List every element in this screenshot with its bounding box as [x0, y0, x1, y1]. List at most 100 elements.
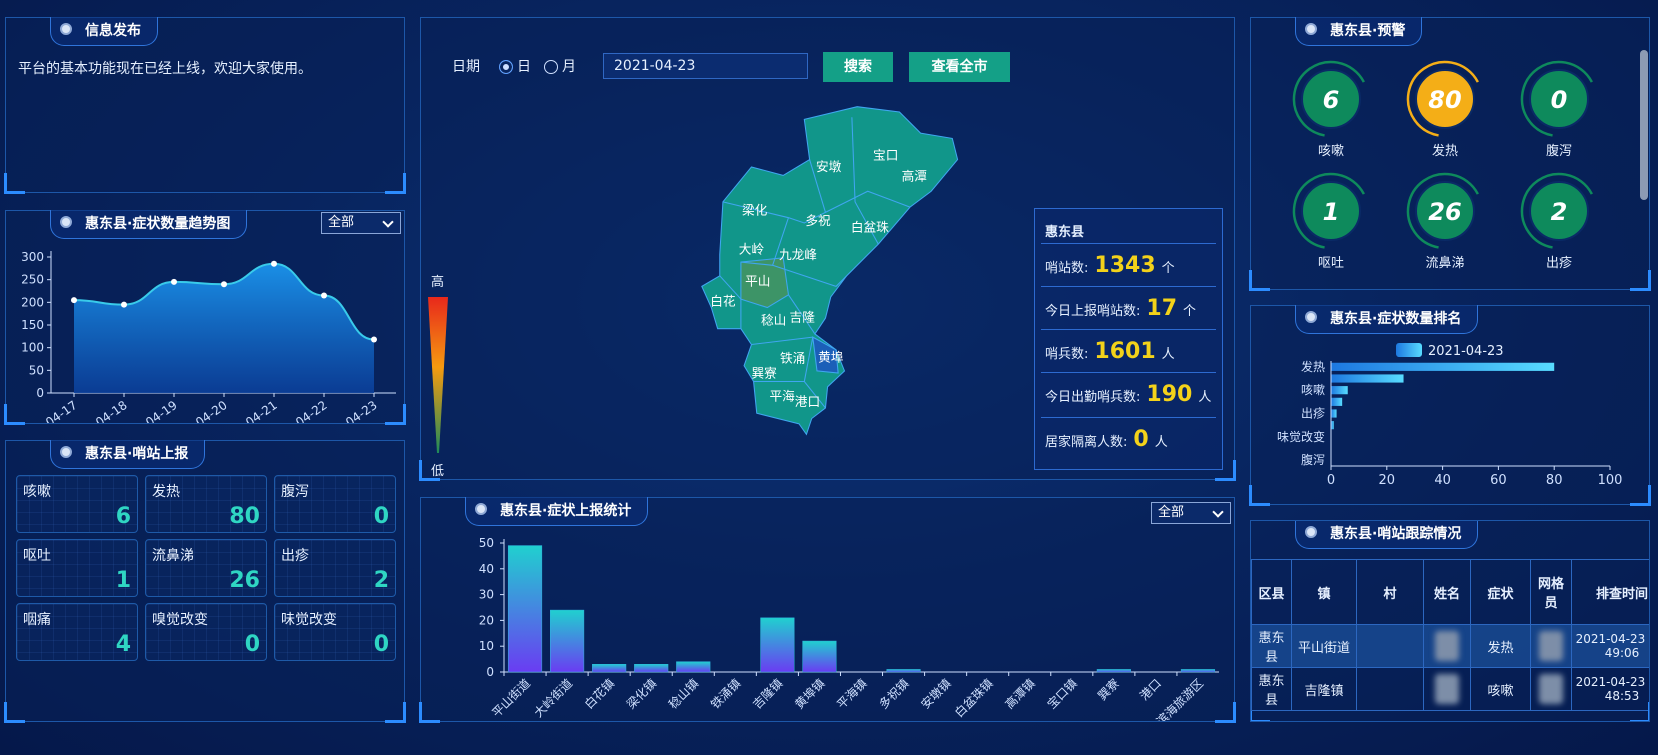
radio[interactable] [499, 60, 513, 74]
x-tick-label: 白花镇 [581, 676, 617, 712]
radio[interactable] [544, 60, 558, 74]
region-label: 大岭 [739, 242, 765, 257]
radio-label[interactable]: 月 [562, 59, 576, 75]
y-tick-label: 0 [486, 665, 494, 679]
stats-row: 哨站数: 1343 个 [1045, 253, 1175, 278]
legend-high: 高 [431, 275, 445, 290]
region-border [788, 294, 816, 335]
region-label: 白花 [710, 293, 736, 308]
region-border [751, 336, 813, 346]
badge-label: 发热 [1432, 143, 1458, 159]
region-label: 黄埠 [818, 349, 844, 364]
table-cell [1530, 667, 1572, 711]
header-row: 区县镇村姓名 症状 网格员 排查时间 [1251, 559, 1649, 625]
y-tick-label: 腹泻 [1301, 453, 1325, 467]
panel-title: 惠东县·症状数量趋势图 [50, 210, 248, 239]
x-tick-label: 04-21 [243, 398, 280, 423]
table-cell [1356, 667, 1424, 711]
bar [1331, 386, 1348, 395]
y-tick-label: 200 [21, 295, 44, 309]
area [74, 263, 374, 393]
badge-value: 0 [1551, 86, 1568, 114]
bar [634, 664, 669, 673]
x-tick-label: 80 [1546, 473, 1563, 488]
x-tick-label: 04-17 [43, 398, 80, 423]
filter-select[interactable]: 全部 [321, 212, 401, 234]
legend-swatch [1396, 343, 1422, 357]
header-cell: 排查时间 [1571, 559, 1649, 625]
x-tick-label: 吉隆镇 [749, 676, 785, 712]
header-cell: 区县 [1251, 559, 1292, 625]
report-name: 流鼻涕 [152, 548, 194, 564]
stats-value: 1601 [1094, 339, 1156, 364]
badge-label: 出疹 [1546, 255, 1572, 271]
point [121, 301, 127, 308]
stats-unit: 个 [1183, 304, 1197, 319]
x-tick-label: 平海镇 [834, 676, 870, 712]
stats-unit: 人 [1154, 435, 1168, 450]
legend-label: 2021-04-23 [1428, 344, 1504, 359]
region-border [719, 275, 742, 329]
region-label: 多祝 [805, 213, 831, 228]
region-label: 铁涌 [780, 350, 805, 365]
table-cell: 平山街道 [1291, 624, 1357, 668]
stats-value: 1343 [1094, 253, 1156, 278]
x-tick-label: 黄埠镇 [792, 676, 827, 711]
y-tick-label: 咳嗽 [1301, 383, 1325, 397]
bar [1180, 669, 1216, 673]
region-label: 高潭 [902, 169, 928, 184]
report-cell: 出疹 2 [274, 539, 396, 597]
stats-label: 今日出勤哨兵数: [1045, 390, 1141, 405]
bar [1331, 409, 1337, 418]
button[interactable]: 搜索 [823, 52, 893, 82]
redacted [1435, 674, 1459, 704]
stats-unit: 个 [1161, 261, 1175, 276]
report-value: 2 [373, 568, 389, 593]
badge-value: 2 [1551, 198, 1568, 226]
report-name: 呕吐 [23, 548, 51, 564]
date-input[interactable]: 2021-04-23 [603, 53, 808, 79]
bar [1331, 362, 1555, 371]
redacted [1539, 674, 1563, 704]
report-cell: 咽痛 4 [16, 603, 138, 661]
bar [760, 617, 795, 673]
x-tick-label: 白盆珠镇 [951, 676, 996, 721]
region-border [851, 117, 879, 245]
x-tick-label: 100 [1598, 473, 1623, 488]
y-tick-label: 40 [479, 562, 494, 576]
region-border [722, 201, 789, 219]
bar [676, 661, 711, 673]
bar [1331, 421, 1334, 430]
radio-label[interactable]: 日 [517, 59, 531, 75]
header-cell: 姓名 [1423, 559, 1471, 625]
table-cell: 2021-04-23 15:49:06 [1571, 624, 1649, 668]
x-tick-label: 梁化镇 [623, 676, 659, 712]
header-cell: 村 [1356, 559, 1424, 625]
badge [1301, 181, 1361, 241]
x-tick-label: 宝口镇 [1045, 676, 1080, 711]
y-tick-label: 20 [479, 613, 494, 627]
info-panel: 信息发布 平台的基本功能现在已经上线，欢迎大家使用。 [4, 17, 406, 194]
report-name: 出疹 [281, 548, 309, 564]
map-panel: 日期 日 月 2021-04-23 搜索 查看全市高低 安墩 宝口 高潭 梁化 多祝 白盆珠 大岭 九龙峰… [419, 17, 1236, 481]
report-name: 咳嗽 [23, 484, 51, 500]
y-tick-label: 300 [21, 250, 44, 264]
scrollbar[interactable] [1640, 50, 1648, 200]
y-tick-label: 10 [479, 639, 494, 653]
table-cell [1423, 624, 1471, 668]
region-label: 宝口 [873, 148, 898, 163]
y-tick-label: 150 [21, 318, 44, 332]
panel-title: 信息发布 [50, 17, 158, 46]
bar [886, 669, 921, 673]
stats-unit: 人 [1161, 347, 1175, 362]
stats-row: 居家隔离人数: 0 人 [1045, 427, 1168, 452]
report-name: 发热 [152, 484, 180, 500]
report-cell: 发热 80 [145, 475, 267, 533]
y-tick-label: 30 [479, 588, 494, 602]
filter-select[interactable]: 全部 [1151, 502, 1231, 524]
button[interactable]: 查看全市 [909, 52, 1010, 82]
